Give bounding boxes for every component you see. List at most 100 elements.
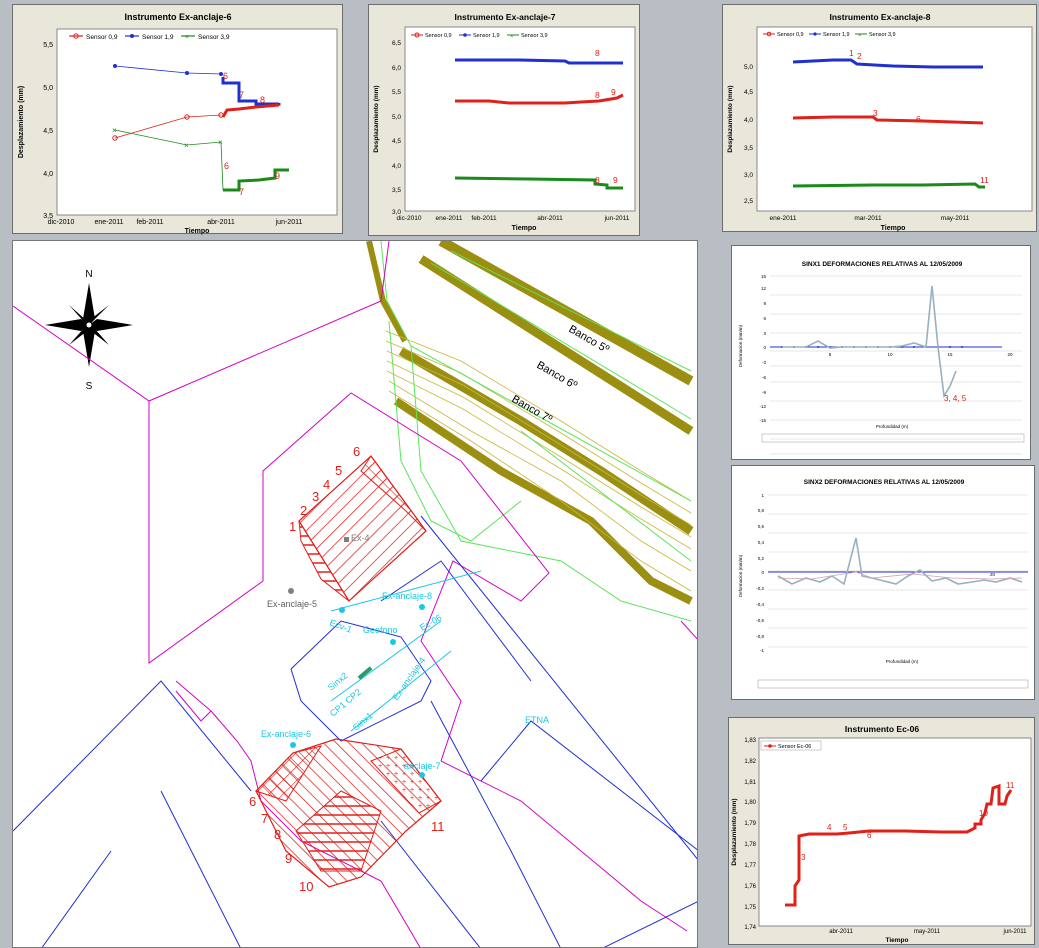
y-tick: 1,82	[744, 759, 756, 765]
legend-sensor-1-9: Sensor 1,9	[142, 34, 174, 41]
y-tick: -15	[759, 418, 766, 423]
y-tick: 1,78	[744, 842, 756, 848]
y-tick: 1,76	[744, 884, 756, 890]
boundary-lines	[13, 515, 697, 947]
ex-anclaje-8-label: Ex-anclaje-8	[382, 591, 432, 601]
series-sensor-ec-06	[785, 783, 1013, 907]
annotation: 6	[916, 114, 921, 124]
lower-zone-numbers: 6 7 8 9 10 11	[249, 794, 445, 894]
annotation: 3	[873, 108, 878, 118]
event-annotations: 6 7 8 6 7 9	[223, 71, 280, 197]
x-tick: 5	[829, 352, 832, 357]
ex-anclaje-4-label: Ex-anclaje-4	[390, 655, 427, 702]
y-tick: 4,0	[744, 117, 753, 124]
svg-text:×: ×	[218, 138, 223, 147]
x-tick: dic-2010	[397, 215, 422, 222]
y-tick: 0,4	[758, 540, 765, 545]
y-tick: 5,0	[392, 114, 401, 121]
zone-number: 6	[249, 794, 256, 809]
legend-sensor-0-9: Sensor 0,9	[86, 34, 118, 41]
legend-sensor-0-9: Sensor 0,9	[777, 32, 804, 38]
x-tick: abr-2011	[829, 929, 853, 935]
site-plan-map: N S	[12, 240, 698, 948]
x-tick: 20	[1007, 352, 1013, 357]
legend-sensor-1-9: Sensor 1,9	[823, 32, 850, 38]
annotation: 6	[224, 161, 229, 171]
y-tick: 6	[763, 316, 766, 321]
sinx1-label: Sinx1	[351, 710, 375, 732]
zone-number: 4	[323, 477, 330, 492]
svg-text:×: ×	[510, 34, 514, 40]
annotation: 7	[239, 90, 244, 100]
y-tick: -12	[759, 404, 766, 409]
y-tick: 3,5	[43, 213, 53, 220]
y-tick: 5,0	[744, 64, 753, 71]
x-axis-label: Tiempo	[512, 225, 537, 232]
geofono-marker	[390, 639, 396, 645]
x-tick: ene-2011	[94, 219, 123, 226]
x-tick: ene-2011	[770, 215, 797, 222]
chart-ex-anclaje-8: Instrumento Ex-anclaje-8 Sensor 0,9 Sens…	[722, 4, 1037, 232]
chart-title: Instrumento Ec-06	[845, 724, 919, 734]
x-tick: feb-2011	[136, 219, 163, 226]
x-axis-label: Profundidad (m)	[876, 424, 909, 429]
annotation: 8	[595, 48, 600, 58]
y-ticks: 6,5 6,0 5,5 5,0 4,5 4,0 3,5 3,0	[392, 40, 401, 216]
zone-number: 7	[261, 811, 268, 826]
y-tick: 4,5	[744, 89, 753, 96]
y-tick: -0,4	[756, 602, 764, 607]
y-tick: 0,6	[758, 524, 765, 529]
x-ticks: ene-2011 mar-2011 may-2011	[770, 215, 970, 222]
lower-hatched-zone	[255, 738, 442, 888]
zone-number: 5	[335, 463, 342, 478]
series-sensor-0-9	[792, 115, 984, 125]
y-tick: -9	[762, 390, 766, 395]
north-label: N	[85, 269, 92, 280]
instrument-lines	[330, 570, 482, 732]
chart-sinx2: SINX2 DEFORMACIONES RELATIVAS AL 12/05/2…	[731, 465, 1035, 700]
zone-number: 11	[431, 819, 445, 834]
series-deformation-2	[777, 571, 1023, 580]
y-tick: 0,8	[758, 508, 765, 513]
x-tick: may-2011	[941, 215, 970, 222]
y-tick: 3,5	[392, 187, 401, 194]
y-tick: -6	[762, 375, 766, 380]
y-axis-label: Deformacion (mm/m)	[738, 324, 743, 367]
x-ticks: abr-2011 may-2011 jun-2011	[829, 929, 1027, 935]
ex-anclaje-6-marker	[290, 742, 296, 748]
annotation: 8	[260, 95, 265, 105]
series-sensor-0-9	[112, 103, 280, 141]
annotation: 11	[980, 175, 989, 185]
y-tick: 1	[761, 493, 764, 498]
x-tick: 15	[947, 352, 953, 357]
legend-sensor-ec-06: Sensor Ec-06	[778, 744, 811, 750]
annotation: 1	[849, 48, 854, 58]
plot-area	[56, 28, 338, 216]
y-ticks: 1 0,8 0,6 0,4 0,2 0 -0,2 -0,4 -0,6 -0,8 …	[756, 493, 764, 653]
annotation: 6	[867, 831, 872, 840]
y-axis-label: Desplazamiento (mm)	[373, 85, 380, 152]
ex-4-marker	[344, 537, 349, 542]
x-tick: 20	[990, 572, 996, 577]
legend-sensor-0-9: Sensor 0,9	[425, 33, 452, 39]
y-axis-label: Desplazamiento (mm)	[727, 85, 734, 152]
legend-sensor-1-9: Sensor 1,9	[473, 33, 500, 39]
x-tick: jun-2011	[1003, 929, 1028, 935]
ec-06-label: Ec-06	[418, 612, 443, 632]
annotation: 4	[827, 823, 832, 832]
y-tick: 2,5	[744, 198, 753, 205]
cp-marker	[357, 666, 373, 680]
instrument-markers	[288, 537, 425, 778]
x-axis-label: Tiempo	[185, 228, 210, 235]
y-tick: -0,8	[756, 634, 764, 639]
series-sensor-3-9	[792, 182, 985, 189]
y-axis-label: Desplazamiento (mm)	[731, 798, 738, 865]
y-axis-label: Desplazamiento (mm)	[18, 86, 25, 158]
ex-anclaje-5-marker	[288, 588, 294, 594]
y-ticks: 5,0 4,5 4,0 3,5 3,0 2,5	[744, 64, 753, 205]
ecv-1-marker	[339, 607, 345, 613]
y-tick: 3	[763, 331, 766, 336]
upper-zone-numbers: 1 2 3 4 5 6	[289, 444, 360, 534]
zone-number: 2	[300, 503, 307, 518]
x-tick: ene-2011	[436, 215, 463, 222]
